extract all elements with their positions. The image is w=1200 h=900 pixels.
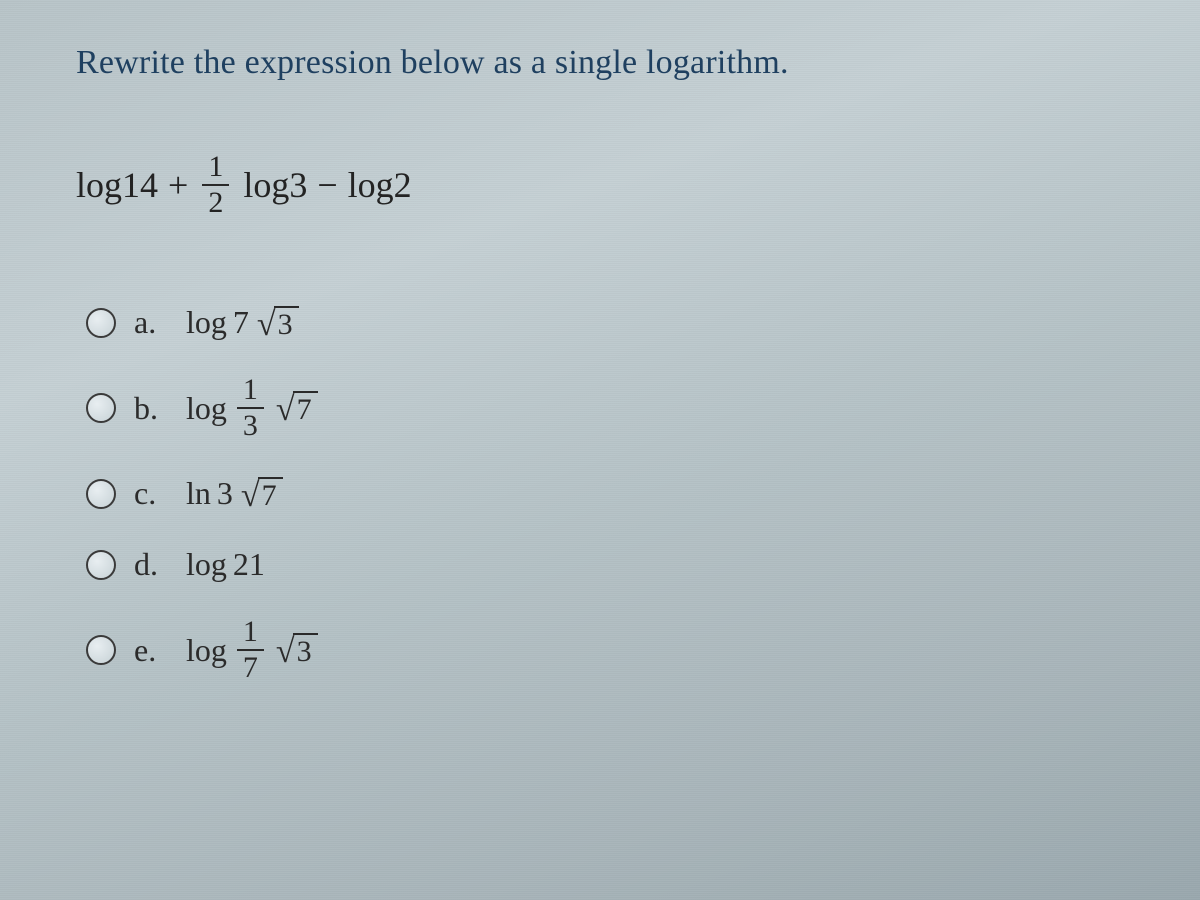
option-func: log <box>186 304 227 341</box>
option-radicand: 3 <box>293 633 318 667</box>
option-body: log 1 3 √ 7 <box>186 375 318 441</box>
radio-icon[interactable] <box>86 550 116 580</box>
expr-frac-den: 2 <box>202 188 229 218</box>
radical-icon: √ <box>241 479 260 513</box>
expr-term3: log2 <box>348 164 412 206</box>
option-letter: c. <box>134 475 168 512</box>
option-arg: 21 <box>233 546 265 583</box>
option-radicand: 7 <box>258 477 283 511</box>
radical-icon: √ <box>276 635 295 669</box>
question-container: Rewrite the expression below as a single… <box>0 0 1200 683</box>
option-func: ln <box>186 475 211 512</box>
option-frac-num: 1 <box>237 617 264 647</box>
question-prompt: Rewrite the expression below as a single… <box>76 44 1130 82</box>
option-b[interactable]: b. log 1 3 √ 7 <box>86 375 1130 441</box>
option-coef: 3 <box>217 475 233 512</box>
option-fraction: 1 3 <box>237 375 264 441</box>
option-body: log 7 √ 3 <box>186 304 299 341</box>
expression: log14 + 1 2 log3 − log2 <box>76 152 1130 218</box>
expr-term2: log3 <box>243 164 307 206</box>
radio-icon[interactable] <box>86 479 116 509</box>
options-list: a. log 7 √ 3 b. log 1 3 <box>86 304 1130 683</box>
radical-icon: √ <box>257 308 276 342</box>
option-frac-num: 1 <box>237 375 264 405</box>
option-radicand: 7 <box>293 391 318 425</box>
expr-term1: log14 <box>76 164 158 206</box>
option-func: log <box>186 632 227 669</box>
sqrt-icon: √ 3 <box>257 306 299 340</box>
radio-icon[interactable] <box>86 635 116 665</box>
sqrt-icon: √ 3 <box>276 633 318 667</box>
option-c[interactable]: c. ln 3 √ 7 <box>86 475 1130 512</box>
option-a[interactable]: a. log 7 √ 3 <box>86 304 1130 341</box>
sqrt-icon: √ 7 <box>241 477 283 511</box>
option-frac-den: 7 <box>237 653 264 683</box>
option-e[interactable]: e. log 1 7 √ 3 <box>86 617 1130 683</box>
option-letter: b. <box>134 390 168 427</box>
radio-icon[interactable] <box>86 393 116 423</box>
radio-icon[interactable] <box>86 308 116 338</box>
option-body: log 1 7 √ 3 <box>186 617 318 683</box>
radical-icon: √ <box>276 393 295 427</box>
option-letter: e. <box>134 632 168 669</box>
option-body: ln 3 √ 7 <box>186 475 283 512</box>
option-frac-den: 3 <box>237 411 264 441</box>
option-radicand: 3 <box>274 306 299 340</box>
expr-plus: + <box>168 164 188 206</box>
option-letter: d. <box>134 546 168 583</box>
option-fraction: 1 7 <box>237 617 264 683</box>
sqrt-icon: √ 7 <box>276 391 318 425</box>
expr-frac-num: 1 <box>202 152 229 182</box>
option-func: log <box>186 546 227 583</box>
option-letter: a. <box>134 304 168 341</box>
option-func: log <box>186 390 227 427</box>
option-coef: 7 <box>233 304 249 341</box>
expr-fraction: 1 2 <box>202 152 229 218</box>
option-d[interactable]: d. log 21 <box>86 546 1130 583</box>
option-body: log 21 <box>186 546 265 583</box>
expr-minus: − <box>317 164 337 206</box>
